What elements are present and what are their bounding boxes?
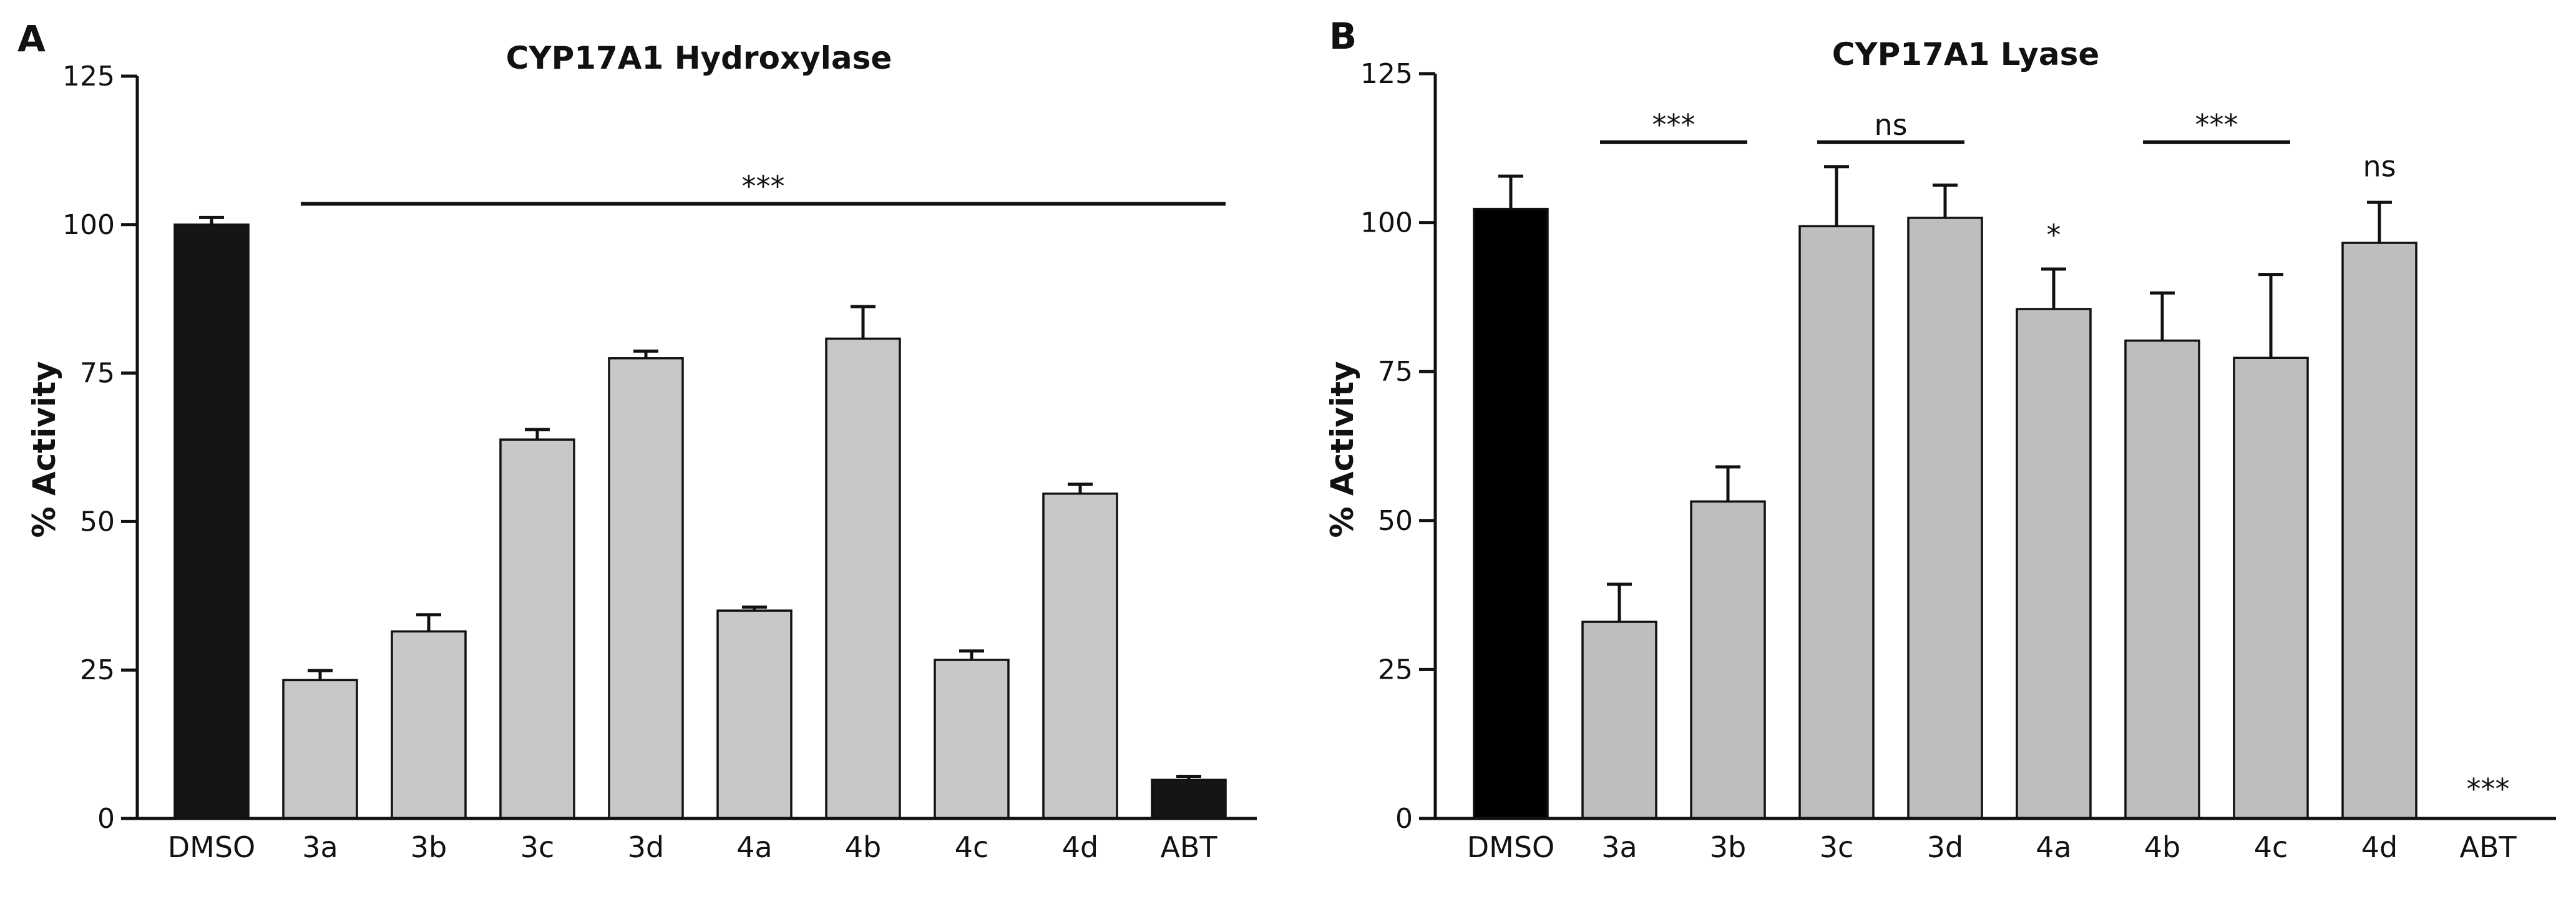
bar-4d: [1042, 492, 1118, 820]
x-tick-label-4c: 4c: [955, 830, 989, 864]
y-tick-label: 0: [97, 803, 115, 835]
bar-4b: [2124, 339, 2200, 820]
panel-b-title: CYP17A1 Lyase: [1832, 36, 2100, 72]
y-tick-label: 25: [1378, 654, 1413, 685]
x-tick-label-4c: 4c: [2254, 830, 2288, 864]
y-tick-label: 75: [1378, 356, 1413, 388]
panel-a-y-axis: 0 25 50 75 100 125: [62, 61, 139, 835]
panel-b-letter: B: [1329, 15, 1357, 57]
y-tick-label: 125: [62, 61, 115, 92]
x-tick-label-3b: 3b: [1710, 830, 1746, 864]
bar-3a: [1581, 621, 1657, 820]
panel-b-lyase-chart: B CYP17A1 Lyase % Activity 0 25 50 75 100 125…: [1324, 15, 2556, 864]
y-tick-label: 100: [62, 209, 115, 241]
panel-b-y-axis: 0 25 50 75 100 125: [1360, 58, 1437, 835]
x-tick-label-4a: 4a: [2036, 830, 2071, 864]
panel-b-bars: [1473, 165, 2417, 820]
x-tick-label-3d: 3d: [1927, 830, 1963, 864]
y-tick-label: 25: [80, 654, 115, 686]
y-tick-label: 0: [1395, 803, 1413, 835]
panel-a-bars: [173, 215, 1227, 820]
significance-label: ***: [2195, 108, 2238, 142]
x-tick-label-4d: 4d: [2361, 830, 2398, 864]
panel-b-y-axis-label: % Activity: [1324, 361, 1360, 538]
significance-label: ns: [1874, 108, 1907, 142]
panel-a-letter: A: [17, 17, 46, 60]
panel-a-title: CYP17A1 Hydroxylase: [506, 40, 892, 76]
significance-label: ***: [742, 170, 785, 204]
x-tick-label-3c: 3c: [520, 830, 555, 864]
bar-4a: [716, 609, 793, 820]
panel-a-hydroxylase-chart: A CYP17A1 Hydroxylase % Activity 0 25 50 75…: [17, 17, 1257, 864]
x-tick-label-4d: 4d: [1062, 830, 1098, 864]
bar-DMSO: [173, 224, 250, 820]
x-tick-label-4a: 4a: [736, 830, 772, 864]
bar-3a: [282, 679, 358, 820]
bar-3b: [391, 630, 467, 820]
panel-a-y-axis-label: % Activity: [26, 361, 62, 538]
y-tick-label: 125: [1360, 58, 1413, 90]
x-tick-label-3a: 3a: [302, 830, 338, 864]
x-tick-label-3c: 3c: [1820, 830, 1854, 864]
bar-4d: [2341, 242, 2417, 820]
panel-b-significance-annotations: *** ns ****ns***: [1600, 108, 2510, 806]
bar-3c: [1798, 225, 1875, 820]
x-tick-label-3d: 3d: [628, 830, 664, 864]
bar-4c: [934, 659, 1010, 820]
x-tick-label-4b: 4b: [845, 830, 881, 864]
bar-3c: [499, 438, 575, 820]
x-tick-label-3a: 3a: [1601, 830, 1637, 864]
significance-label: *: [2047, 218, 2061, 252]
significance-label: ***: [1652, 108, 1695, 142]
bar-4b: [825, 337, 901, 820]
bar-3b: [1690, 500, 1766, 820]
bar-4c: [2233, 356, 2309, 820]
panel-b-x-axis: DMSO 3a 3b 3c 3d 4a 4b 4c 4d ABT: [1435, 817, 2556, 864]
y-tick-label: 50: [80, 506, 115, 538]
x-tick-label-DMSO: DMSO: [168, 830, 256, 864]
bar-3d: [608, 357, 684, 820]
panel-a-x-axis: DMSO 3a 3b 3c 3d 4a 4b 4c 4d ABT: [137, 817, 1257, 864]
bar-DMSO: [1473, 207, 1549, 820]
y-tick-label: 100: [1360, 207, 1413, 239]
significance-label: ***: [2467, 772, 2510, 806]
bar-ABT: [1151, 779, 1227, 820]
x-tick-label-ABT: ABT: [1160, 830, 1217, 864]
x-tick-label-DMSO: DMSO: [1467, 830, 1555, 864]
x-tick-label-ABT: ABT: [2459, 830, 2517, 864]
x-tick-label-3b: 3b: [411, 830, 447, 864]
y-tick-label: 50: [1378, 505, 1413, 537]
panel-a-significance-annotations: ***: [301, 170, 1226, 206]
bar-4a: [2016, 308, 2092, 820]
x-tick-label-4b: 4b: [2144, 830, 2180, 864]
y-tick-label: 75: [80, 358, 115, 390]
significance-label: ns: [2363, 150, 2396, 184]
bar-3d: [1907, 217, 1983, 820]
